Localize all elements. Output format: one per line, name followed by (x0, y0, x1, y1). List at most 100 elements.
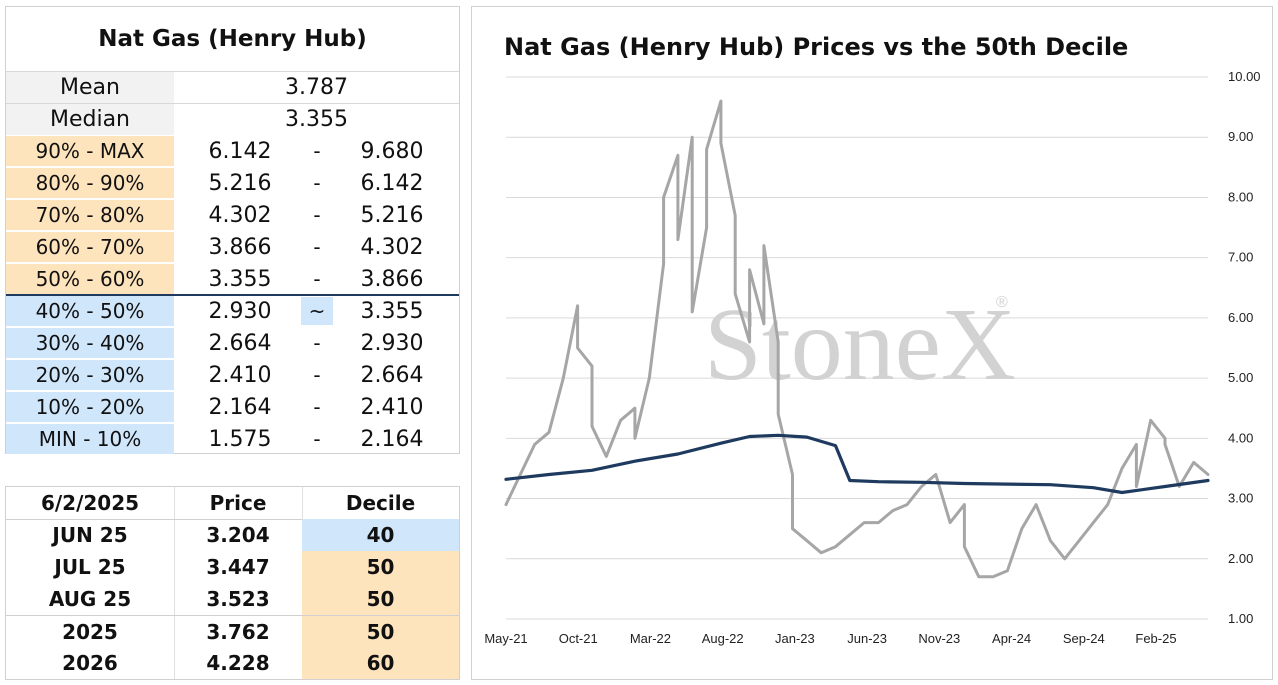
band-separator: - (313, 427, 321, 451)
band-label: 20% - 30% (6, 360, 174, 390)
band-high-value: 3.866 (360, 266, 424, 292)
y-tick-label: 9.00 (1228, 129, 1253, 144)
band-high-value: 2.410 (360, 394, 424, 420)
price-table-row: JUL 25 3.447 50 (6, 551, 459, 583)
band-separator: - (313, 235, 321, 259)
band-low-value: 2.164 (208, 394, 272, 420)
header-decile: Decile (345, 491, 416, 515)
band-separator: - (313, 203, 321, 227)
band-separator: - (313, 331, 321, 355)
y-tick-label: 8.00 (1228, 189, 1253, 204)
y-tick-label: 5.00 (1228, 370, 1253, 385)
x-tick-label: Aug-22 (702, 631, 744, 646)
x-tick-label: Nov-23 (918, 631, 960, 646)
median-value: 3.355 (285, 107, 348, 132)
y-tick-label: 7.00 (1228, 250, 1253, 265)
decile-band-row: 70% - 80% 4.302 - 5.216 (6, 199, 459, 231)
band-high-value: 3.355 (360, 298, 424, 324)
y-tick-label: 4.00 (1228, 430, 1253, 445)
decile-band-row: 60% - 70% 3.866 - 4.302 (6, 231, 459, 263)
x-tick-label: Oct-21 (559, 631, 598, 646)
contract-decile: 50 (302, 583, 459, 615)
band-high-value: 2.930 (360, 330, 424, 356)
contract-label: AUG 25 (48, 587, 132, 611)
contract-price: 4.228 (206, 651, 270, 675)
band-high-value: 6.142 (360, 170, 424, 196)
band-separator: - (313, 171, 321, 195)
x-tick-label: Jan-23 (775, 631, 815, 646)
contract-label: JUN 25 (52, 523, 128, 547)
band-label: MIN - 10% (6, 424, 174, 454)
price-table-row: AUG 25 3.523 50 (6, 583, 459, 615)
median-divider (6, 294, 459, 296)
band-low-value: 3.866 (208, 234, 272, 260)
contract-price: 3.762 (206, 620, 270, 644)
band-label: 60% - 70% (6, 232, 174, 262)
y-tick-label: 10.00 (1228, 69, 1261, 84)
band-separator: - (313, 363, 321, 387)
x-tick-label: May-21 (484, 631, 527, 646)
decile-band-row: 20% - 30% 2.410 - 2.664 (6, 359, 459, 391)
band-label: 30% - 40% (6, 328, 174, 358)
band-high-value: 9.680 (360, 138, 424, 164)
decile-band-row: 50% - 60% 3.355 - 3.866 (6, 263, 459, 295)
header-price: Price (209, 491, 267, 515)
watermark-registered-mark: ® (996, 294, 1008, 311)
y-tick-label: 6.00 (1228, 310, 1253, 325)
decile-band-row: 30% - 40% 2.664 - 2.930 (6, 327, 459, 359)
band-low-value: 4.302 (208, 202, 272, 228)
contract-price: 3.447 (206, 555, 270, 579)
median-label: Median (6, 104, 174, 135)
band-high-value: 5.216 (360, 202, 424, 228)
y-tick-label: 1.00 (1228, 611, 1253, 626)
band-label: 50% - 60% (6, 264, 174, 294)
watermark-logo: StoneX (704, 287, 1016, 402)
decile-table-title: Nat Gas (Henry Hub) (98, 26, 367, 52)
price-series-line (504, 99, 1210, 579)
band-low-value: 1.575 (208, 426, 272, 452)
price-table: 6/2/2025 Price Decile JUN 25 3.204 40 JUL 2… (5, 486, 460, 680)
mean-label: Mean (6, 72, 174, 103)
band-low-value: 5.216 (208, 170, 272, 196)
contract-price: 3.523 (206, 587, 270, 611)
band-high-value: 2.164 (360, 426, 424, 452)
band-low-value: 2.410 (208, 362, 272, 388)
y-tick-label: 3.00 (1228, 491, 1253, 506)
decile-table: Nat Gas (Henry Hub) Mean 3.787 Median 3.… (5, 6, 460, 454)
header-date: 6/2/2025 (40, 491, 140, 515)
band-low-value: 2.664 (208, 330, 272, 356)
price-table-header: 6/2/2025 Price Decile (6, 487, 459, 520)
band-label: 10% - 20% (6, 392, 174, 422)
x-tick-label: Jun-23 (847, 631, 887, 646)
chart-canvas: 1.00 2.00 3.00 4.00 5.00 6.00 7.00 8.00 9.00 10.0… (484, 69, 1261, 646)
band-separator: ~ (301, 297, 333, 325)
contract-label: 2025 (62, 620, 118, 644)
x-tick-label: Sep-24 (1063, 631, 1105, 646)
decile-band-row: 80% - 90% 5.216 - 6.142 (6, 167, 459, 199)
y-tick-label: 2.00 (1228, 551, 1253, 566)
contract-label: 2026 (62, 651, 118, 675)
band-high-value: 4.302 (360, 234, 424, 260)
band-high-value: 2.664 (360, 362, 424, 388)
contract-decile: 50 (302, 551, 459, 583)
contract-decile: 60 (302, 647, 459, 679)
band-label: 80% - 90% (6, 168, 174, 198)
decile-band-row: 40% - 50% 2.930 ~3.355 (6, 295, 459, 327)
price-table-row: JUN 25 3.204 40 (6, 519, 459, 551)
mean-value: 3.787 (285, 75, 348, 100)
contract-label: JUL 25 (54, 555, 126, 579)
chart-panel: 1.00 2.00 3.00 4.00 5.00 6.00 7.00 8.00 9.00 10.0… (471, 6, 1273, 680)
band-separator: - (313, 267, 321, 291)
decile-band-row: MIN - 10% 1.575 - 2.164 (6, 423, 459, 455)
x-tick-label: Apr-24 (992, 631, 1031, 646)
band-low-value: 2.930 (208, 298, 272, 324)
chart-title: Nat Gas (Henry Hub) Prices vs the 50th D… (504, 33, 1129, 61)
decile-band-row: 10% - 20% 2.164 - 2.410 (6, 391, 459, 423)
price-table-row: 2025 3.762 50 (6, 615, 459, 648)
band-label: 90% - MAX (6, 136, 174, 166)
band-label: 70% - 80% (6, 200, 174, 230)
median-row: Median 3.355 (6, 103, 459, 135)
x-tick-label: Mar-22 (630, 631, 671, 646)
band-low-value: 6.142 (208, 138, 272, 164)
decile-band-row: 90% - MAX 6.142 - 9.680 (6, 135, 459, 167)
